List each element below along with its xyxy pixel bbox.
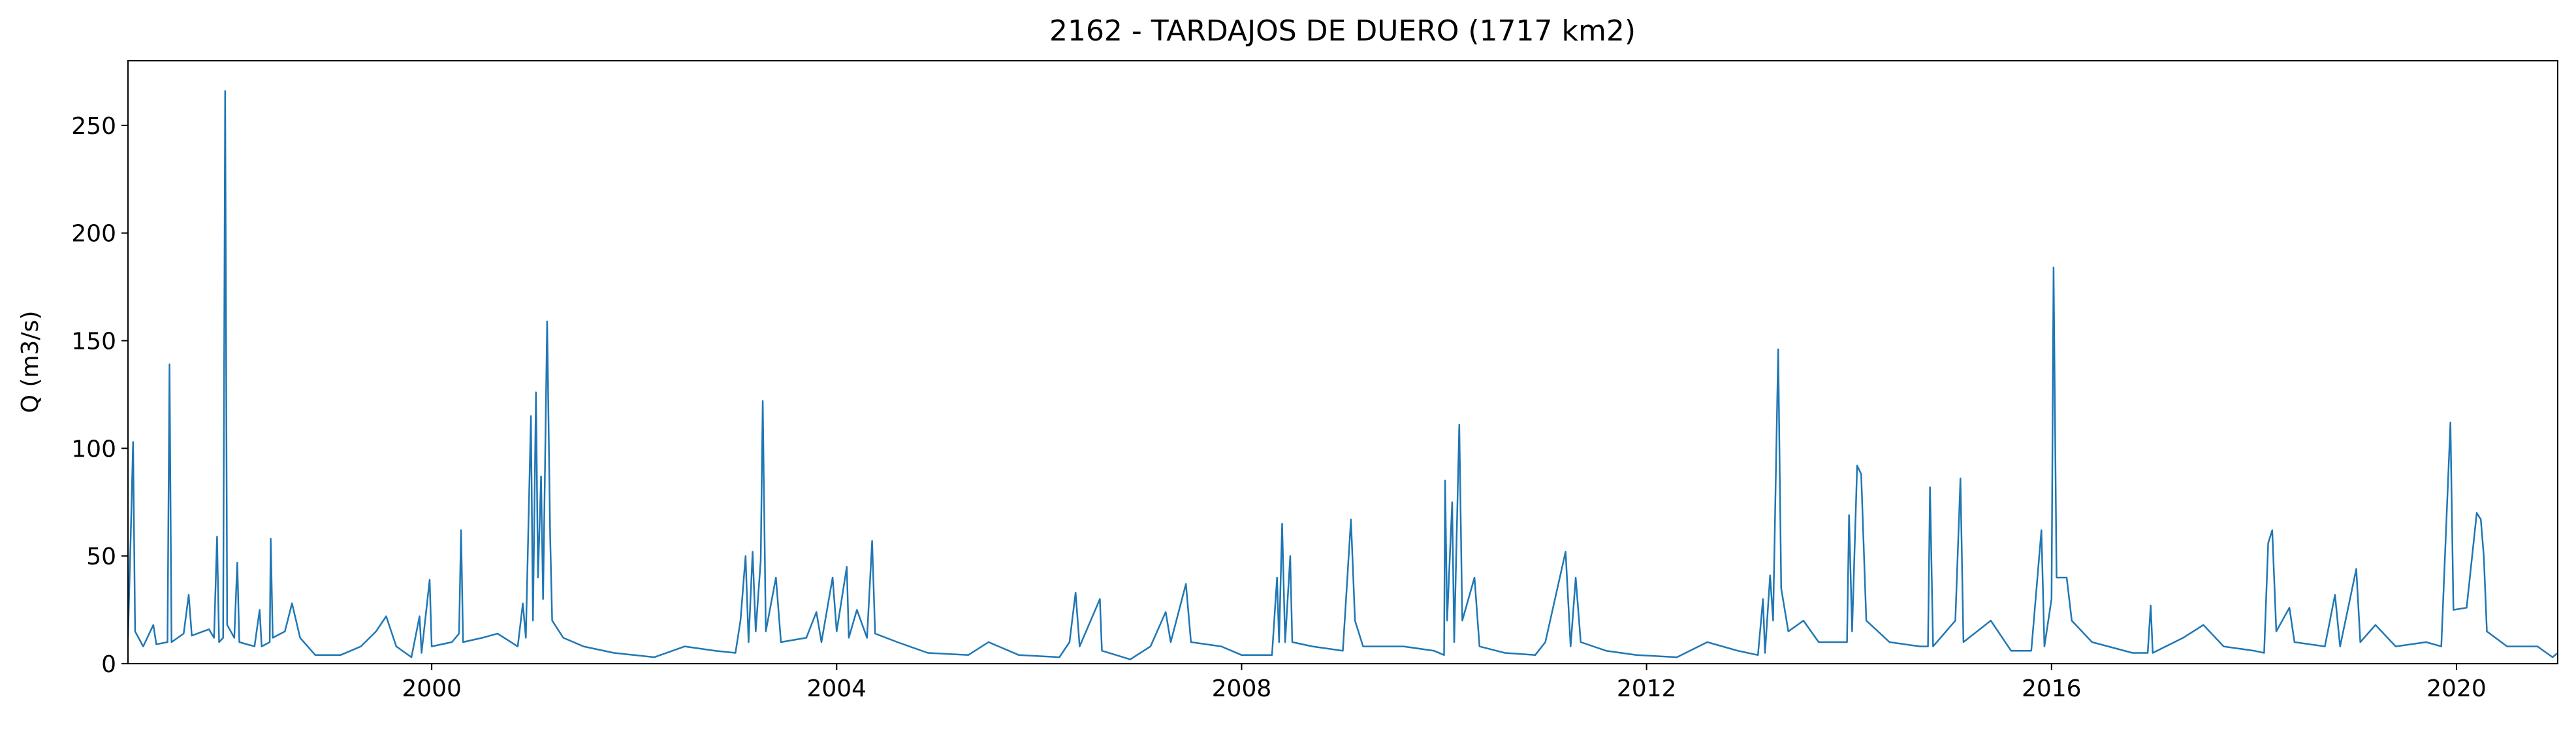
y-tick-label: 250 [71, 113, 116, 140]
y-axis-label: Q (m3/s) [17, 311, 44, 413]
flow-line [127, 89, 2558, 660]
x-tick-label: 2004 [806, 675, 867, 702]
y-tick-label: 50 [86, 543, 116, 570]
x-tick-label: 2008 [1212, 675, 1272, 702]
x-tick-label: 2016 [2022, 675, 2082, 702]
y-tick-label: 100 [71, 436, 116, 462]
chart-title: 2162 - TARDAJOS DE DUERO (1717 km2) [1049, 14, 1636, 48]
y-tick-label: 200 [71, 221, 116, 248]
y-tick-label: 0 [101, 651, 116, 678]
y-tick-label: 150 [71, 329, 116, 355]
x-tick-label: 2012 [1617, 675, 1677, 702]
x-tick-label: 2000 [402, 675, 462, 702]
x-tick-label: 2020 [2426, 675, 2487, 702]
plot-frame [127, 60, 2558, 664]
